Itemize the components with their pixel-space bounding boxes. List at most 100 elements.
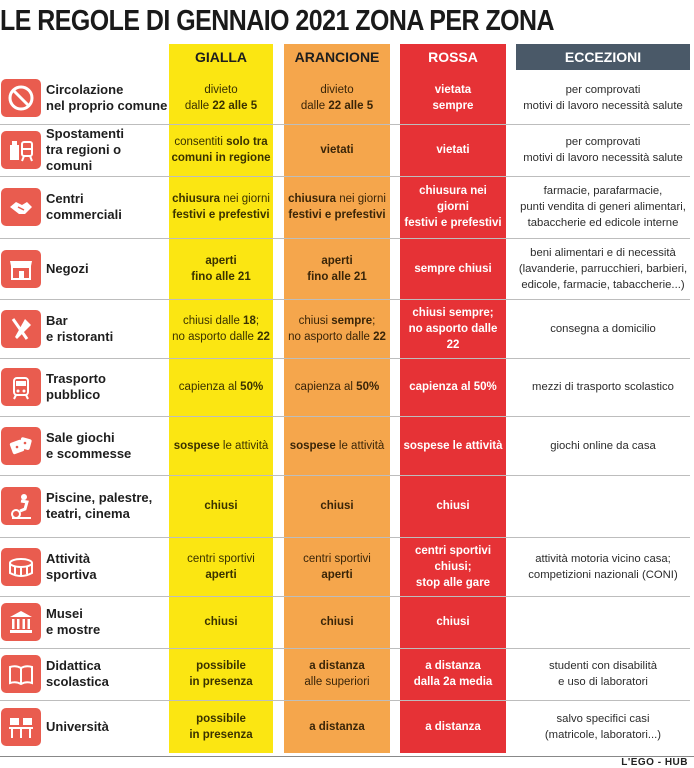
cell-line: tabaccherie ed edicole interne <box>520 215 686 231</box>
cell-line: aperti <box>307 253 366 269</box>
cell-line: chiusi <box>320 614 353 630</box>
cell-line: chiusi <box>320 498 353 514</box>
cell-line: stop alle gare <box>415 575 491 591</box>
row-label-line: e mostre <box>46 622 101 637</box>
cell-line: no asporto dalle 22 <box>288 329 386 345</box>
row-label: Trasporto pubblico <box>46 358 168 416</box>
row-label-line: Centri <box>46 191 84 206</box>
cell-eccezioni: farmacie, parafarmacie, punti vendita di … <box>516 176 690 238</box>
row-label: Sale giochi e scommesse <box>46 416 168 475</box>
handshake-icon <box>1 188 41 226</box>
row-label-line: Spostamenti <box>46 126 125 141</box>
cell-rossa: capienza al 50% <box>400 358 506 416</box>
cell-line: possibile <box>189 658 252 674</box>
cell-eccezioni: beni alimentari e di necessità (lavanderi… <box>516 238 690 299</box>
cell-gialla: chiusi dalle 18; no asporto dalle 22 <box>169 299 273 358</box>
cell-line: divieto <box>301 82 373 98</box>
cell-text: divieto <box>204 84 238 96</box>
cell-text: vietati <box>320 144 354 156</box>
cell-text: dalle <box>184 100 213 112</box>
cell-text: competizioni nazionali (CONI) <box>528 568 678 581</box>
cell-text: per comprovati <box>565 136 641 148</box>
cell-gialla: possibile in presenza <box>169 648 273 700</box>
cell-rossa: centri sportivi chiusi; stop alle gare <box>400 537 506 596</box>
shop-icon <box>1 249 41 288</box>
row-label-line: Bar <box>46 312 68 328</box>
table-row: Trasporto pubblico capienza al 50% capienza… <box>0 358 694 416</box>
cell-arancione: vietati <box>284 124 390 176</box>
cell-eccezioni <box>516 475 690 537</box>
cell-text: ; <box>372 314 376 327</box>
cell-line: a distanza <box>425 719 481 735</box>
table-row: Musei e mostre chiusi chiusi chiusi <box>0 596 694 648</box>
cell-line: a distanza <box>414 658 493 674</box>
cell-line: centri sportivi <box>303 551 371 567</box>
cell-text: a distanza <box>425 720 481 733</box>
cell-line: aperti <box>303 567 371 583</box>
cell-text: chiusi <box>320 616 354 628</box>
cell-line: per comprovati <box>523 82 683 98</box>
cell-text: solo tra <box>226 136 268 148</box>
cell-text: nei giorni <box>336 193 386 205</box>
cell-text: attività motoria vicino casa; <box>535 552 671 565</box>
credit: L'EGO - HUB <box>621 757 688 768</box>
cell-arancione: divieto dalle 22 alle 5 <box>284 72 390 124</box>
cell-text: (matricole, laboratori...) <box>544 728 662 741</box>
stadium-icon <box>1 547 41 586</box>
table-row: Bar e ristoranti chiusi dalle 18; no asport… <box>0 299 694 358</box>
cell-text: 22 alle 5 <box>328 100 374 112</box>
cell-text: chiusi <box>320 500 354 512</box>
cell-text: consentiti <box>174 136 227 148</box>
cell-arancione: capienza al 50% <box>284 358 390 416</box>
row-label-line: Università <box>46 718 109 734</box>
cell-text: le attività <box>335 439 385 452</box>
cell-line: mezzi di trasporto scolastico <box>532 379 674 395</box>
cell-text: possibile <box>196 712 246 725</box>
cell-line: chiusi; <box>415 559 491 575</box>
cell-text: divieto <box>320 84 354 96</box>
cell-line: punti vendita di generi alimentari, <box>520 199 686 215</box>
tram-icon <box>1 368 41 406</box>
row-divider <box>0 596 690 597</box>
cell-line: farmacie, parafarmacie, <box>520 183 686 199</box>
row-label-line: Attività <box>46 550 91 566</box>
no-entry-icon <box>1 79 41 117</box>
cell-line: a distanza <box>304 658 369 674</box>
cell-line: divieto <box>185 82 257 98</box>
exercise-bike-icon <box>1 487 41 525</box>
row-label-line: teatri, cinema <box>46 506 130 521</box>
cell-text: dalle <box>300 100 329 112</box>
cell-text: nei giorni <box>220 193 270 205</box>
row-label: Musei e mostre <box>46 596 168 648</box>
cell-rossa: chiusura nei giorni festivi e prefestivi <box>400 176 506 238</box>
cell-text: mezzi di trasporto scolastico <box>532 381 674 393</box>
cell-eccezioni: giochi online da casa <box>516 416 690 475</box>
cell-eccezioni: studenti con disabilità e uso di laborato… <box>516 648 690 700</box>
cell-line: festivi e prefestivi <box>402 215 504 231</box>
cell-text: in presenza <box>189 676 253 688</box>
cell-arancione: chiusi sempre; no asporto dalle 22 <box>284 299 390 358</box>
cell-eccezioni <box>516 596 690 648</box>
cell-gialla: divieto dalle 22 alle 5 <box>169 72 273 124</box>
cell-text: vietati <box>436 144 470 156</box>
cell-arancione: a distanza <box>284 700 390 753</box>
cell-text: festivi e prefestivi <box>172 209 270 221</box>
cell-line: giochi online da casa <box>550 438 656 454</box>
cell-text: chiusi; <box>434 560 472 573</box>
header-rossa: ROSSA <box>428 49 478 65</box>
row-label-line: e ristoranti <box>46 328 114 344</box>
cell-text: farmacie, parafarmacie, <box>543 185 663 197</box>
header-gialla: GIALLA <box>194 49 248 65</box>
row-divider <box>0 124 690 125</box>
cell-arancione: centri sportivi aperti <box>284 537 390 596</box>
row-divider <box>0 238 690 239</box>
cell-text: consegna a domicilio <box>550 322 656 335</box>
cell-rossa: chiusi sempre; no asporto dalle 22 <box>400 299 506 358</box>
cell-line: no asporto dalle 22 <box>172 329 270 345</box>
cell-gialla: capienza al 50% <box>169 358 273 416</box>
cell-text: stop alle gare <box>415 576 491 589</box>
cell-gialla: consentiti solo tra comuni in regione <box>169 124 273 176</box>
table-row: Didattica scolastica possibile in presenza a… <box>0 648 694 700</box>
cell-text: 50% <box>240 381 264 393</box>
cell-line: sospese le attività <box>290 438 385 454</box>
